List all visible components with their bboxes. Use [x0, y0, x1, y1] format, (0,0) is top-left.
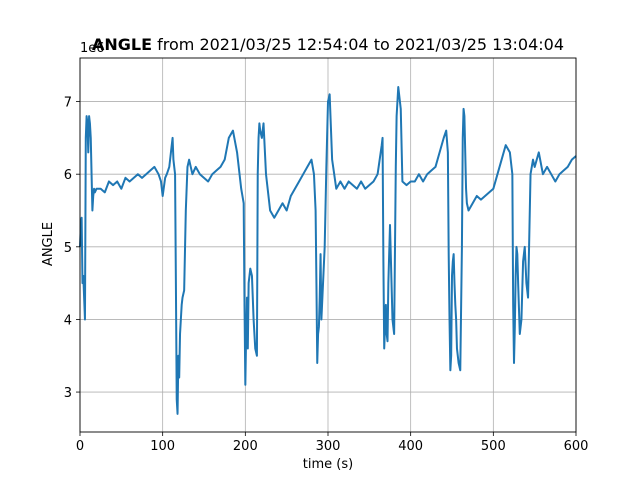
tick-marks [76, 101, 577, 436]
x-axis-label: time (s) [303, 457, 353, 472]
y-offset-label: 1e6 [80, 41, 105, 56]
y-tick-label: 4 [64, 313, 72, 328]
x-tick-label: 600 [564, 439, 589, 454]
y-tick-label: 3 [64, 386, 72, 401]
chart-title: ANGLE from 2021/03/25 12:54:04 to 2021/0… [92, 35, 564, 54]
tick-labels: 0 100 200 300 400 500 600 3 4 5 6 7 [64, 96, 589, 454]
x-tick-label: 0 [76, 439, 84, 454]
series-layer [79, 86, 577, 415]
grid-lines [79, 58, 577, 432]
chart-title-rest: from 2021/03/25 12:54:04 to 2021/03/25 1… [152, 35, 564, 54]
y-axis-label: ANGLE [41, 222, 56, 266]
x-tick-label: 300 [316, 439, 341, 454]
x-tick-label: 200 [233, 439, 258, 454]
y-tick-label: 6 [64, 168, 72, 183]
y-tick-label: 7 [64, 96, 72, 111]
x-tick-label: 400 [398, 439, 423, 454]
x-tick-label: 500 [481, 439, 506, 454]
chart-title-bold: ANGLE [92, 35, 152, 54]
series-line [79, 86, 577, 415]
y-tick-label: 5 [64, 241, 72, 256]
x-tick-label: 100 [150, 439, 175, 454]
